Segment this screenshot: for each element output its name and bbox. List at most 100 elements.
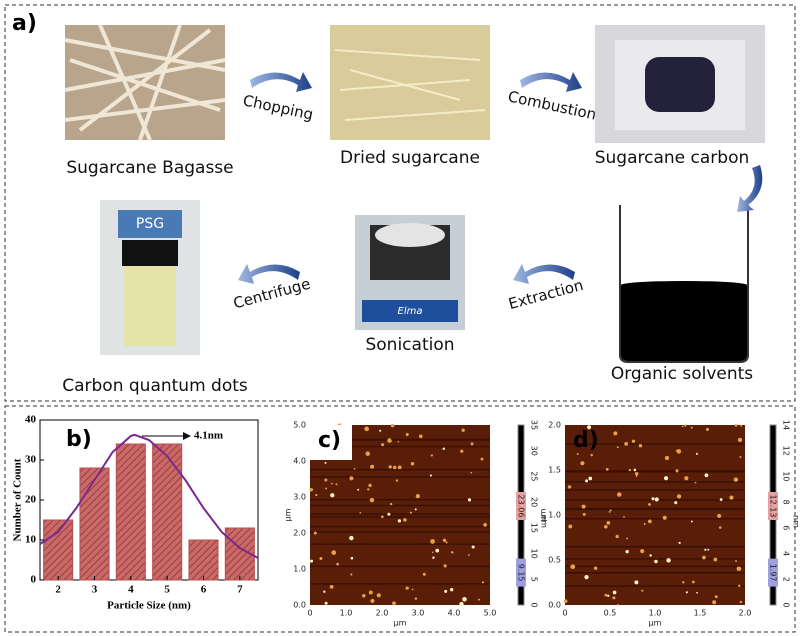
x-tick-label: 3.0 bbox=[412, 609, 425, 618]
afm-particle bbox=[735, 560, 737, 563]
afm-particle bbox=[605, 467, 609, 471]
arrow-label: Combustion bbox=[506, 87, 598, 123]
carbon-photo bbox=[595, 25, 765, 143]
x-tick-label: 5.0 bbox=[484, 609, 497, 618]
afm-particle bbox=[704, 473, 709, 478]
afm-particle bbox=[604, 593, 608, 597]
y-tick-label: 1.5 bbox=[548, 466, 561, 475]
x-tick-label: 0 bbox=[307, 609, 312, 618]
afm-particle bbox=[415, 494, 420, 499]
afm-particle bbox=[418, 434, 423, 439]
afm-particle bbox=[681, 425, 684, 428]
color-bar-marker-label: 23.06 bbox=[517, 495, 526, 518]
afm-particle bbox=[397, 440, 400, 443]
afm-particle bbox=[678, 541, 681, 544]
afm-particle bbox=[576, 453, 579, 456]
panel-label: c) bbox=[318, 428, 341, 453]
afm-particle bbox=[719, 498, 723, 501]
bottom-frame bbox=[4, 405, 796, 633]
afm-particle bbox=[705, 427, 710, 431]
afm-particle bbox=[587, 425, 592, 430]
afm-particle bbox=[612, 590, 617, 595]
afm-streak bbox=[310, 476, 490, 478]
color-bar-marker bbox=[516, 492, 526, 520]
afm-particle bbox=[717, 513, 722, 518]
afm-particle bbox=[733, 477, 739, 482]
afm-particle bbox=[319, 556, 323, 561]
afm-particle bbox=[313, 531, 317, 535]
afm-particle bbox=[633, 468, 637, 472]
afm-streak bbox=[565, 489, 745, 491]
afm-particle bbox=[367, 488, 370, 491]
afm-particle bbox=[626, 537, 629, 540]
afm-particle bbox=[690, 520, 693, 523]
afm-particle bbox=[648, 502, 651, 506]
afm-streak bbox=[310, 498, 490, 501]
afm-particle bbox=[422, 572, 426, 576]
afm-particle bbox=[684, 424, 687, 427]
afm-particle bbox=[649, 554, 652, 557]
x-tick-label: 0 bbox=[562, 609, 567, 618]
afm-streak bbox=[310, 504, 490, 507]
afm-particle bbox=[738, 584, 741, 587]
arrow bbox=[250, 72, 312, 92]
afm-particle bbox=[381, 515, 384, 519]
x-axis-label: Particle Size (nm) bbox=[107, 600, 191, 612]
afm-particle bbox=[432, 556, 435, 559]
color-bar-tick: 30 bbox=[530, 446, 539, 456]
afm-particle bbox=[729, 495, 734, 500]
color-bar-tick: 12 bbox=[782, 446, 791, 456]
afm-particle bbox=[325, 487, 328, 490]
panel-label: d) bbox=[573, 428, 599, 453]
afm-streak bbox=[565, 470, 745, 473]
afm-streak bbox=[310, 445, 490, 448]
bar bbox=[115, 443, 146, 581]
afm-particle bbox=[584, 575, 589, 580]
afm-particle bbox=[324, 461, 327, 464]
afm-particle bbox=[461, 428, 465, 432]
color-bar-unit: nm bbox=[792, 515, 800, 528]
afm-streak bbox=[565, 558, 745, 560]
color-bar-tick: 35 bbox=[530, 420, 539, 430]
afm-particle bbox=[329, 584, 334, 589]
afm-particle bbox=[405, 586, 409, 590]
step-label: Sonication bbox=[365, 335, 454, 355]
afm-particle bbox=[675, 469, 679, 473]
color-bar-marker-label: 1.97 bbox=[769, 564, 778, 582]
y-unit: μm bbox=[284, 508, 293, 521]
afm-particle bbox=[442, 447, 445, 450]
afm-particle bbox=[654, 559, 658, 564]
afm-particle bbox=[739, 600, 743, 604]
afm-particle bbox=[634, 472, 639, 476]
afm-particle bbox=[335, 483, 338, 486]
panel-label: a) bbox=[12, 11, 37, 36]
y-tick-label: 40 bbox=[25, 414, 37, 426]
y-tick-label: 20 bbox=[25, 494, 37, 506]
afm-particle bbox=[362, 594, 366, 598]
afm-streak bbox=[565, 572, 745, 574]
afm-particle bbox=[651, 497, 655, 501]
y-unit: μm bbox=[539, 508, 548, 521]
color-bar-marker-label: 9.15 bbox=[517, 564, 526, 582]
afm-particle bbox=[431, 551, 434, 554]
afm-particle bbox=[467, 498, 472, 502]
afm-particle bbox=[674, 501, 678, 505]
x-tick-label: 2.0 bbox=[376, 609, 389, 618]
y-tick-label: 0 bbox=[31, 574, 37, 586]
photo-text: Elma bbox=[398, 306, 423, 317]
afm-particle bbox=[392, 601, 396, 606]
afm-particle bbox=[409, 511, 412, 514]
color-bar-tick: 6 bbox=[782, 525, 791, 530]
afm-particle bbox=[712, 600, 717, 605]
afm-streak bbox=[310, 531, 490, 533]
afm-particle bbox=[641, 589, 644, 592]
beaker bbox=[619, 205, 749, 363]
afm-particle bbox=[612, 596, 616, 600]
arrow bbox=[737, 165, 763, 212]
afm-particle bbox=[460, 449, 464, 453]
color-bar-tick: 2 bbox=[782, 577, 791, 582]
x-tick-label: 6 bbox=[201, 584, 207, 596]
afm-particle bbox=[690, 426, 693, 429]
x-unit: μm bbox=[394, 619, 407, 628]
